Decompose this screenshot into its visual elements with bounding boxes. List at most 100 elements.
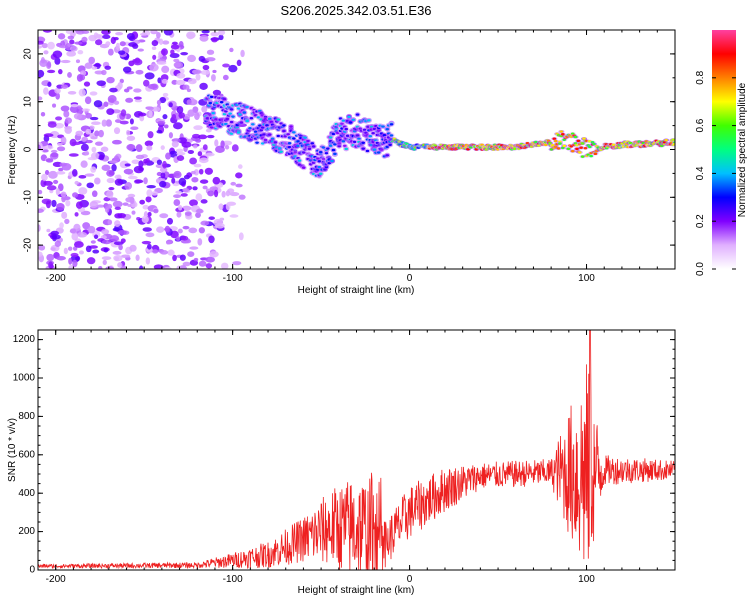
spectrogram-noise-blob	[172, 254, 177, 262]
spectrogram-noise-blob	[63, 110, 70, 118]
spectrogram-ridge-blob	[580, 155, 585, 158]
spectrogram-noise-blob	[171, 113, 177, 120]
spectrogram-noise-blob	[208, 216, 215, 220]
x-tick-label: -200	[46, 273, 66, 284]
spectrogram-noise-blob	[94, 177, 101, 185]
spectrogram-noise-blob	[50, 247, 56, 251]
spectrogram-ridge-blob	[292, 137, 296, 140]
spectrogram-noise-blob	[101, 69, 107, 76]
spectrogram-noise-blob	[159, 96, 167, 104]
spectrogram-noise-blob	[66, 50, 77, 57]
spectrogram-noise-blob	[78, 187, 88, 195]
spectrogram-noise-blob	[75, 59, 81, 64]
spectrogram-noise-blob	[55, 188, 60, 196]
spectrogram-noise-blob	[153, 264, 164, 269]
spectrogram-noise-blob	[38, 69, 45, 78]
spectrogram-ridge-blob	[307, 147, 312, 151]
spectrogram-noise-blob	[142, 204, 149, 210]
spectrogram-noise-blob	[198, 55, 206, 62]
spectrogram-noise-blob	[159, 167, 168, 173]
spectrogram-ridge-blob	[276, 118, 281, 121]
spectrogram-noise-blob	[155, 163, 164, 169]
spectrogram-noise-blob	[175, 190, 182, 194]
spectrogram-noise-blob	[108, 187, 115, 191]
spectrogram-noise-blob	[146, 106, 154, 111]
spectrogram-ridge-blob	[566, 147, 571, 151]
spectrogram-noise-blob	[205, 263, 213, 269]
spectrogram-noise-blob	[235, 183, 243, 188]
spectrogram-noise-blob	[107, 219, 113, 226]
spectrogram-ridge-blob	[211, 111, 215, 115]
spectrogram-ridge-blob	[255, 141, 259, 144]
y-tick-label: 10	[23, 96, 34, 108]
spectrogram-noise-blob	[81, 30, 90, 34]
spectrogram-noise-blob	[126, 86, 133, 90]
spectrogram-noise-blob	[195, 138, 202, 143]
spectrogram-noise-blob	[229, 192, 240, 197]
spectrogram-ridge-blob	[205, 117, 210, 120]
spectrogram-ridge-blob	[318, 172, 323, 175]
spectrogram-ridge-blob	[214, 118, 218, 121]
spectrogram-noise-blob	[143, 79, 150, 87]
spectrogram-ridge-blob	[231, 115, 235, 118]
spectrogram-ridge-blob	[573, 135, 578, 139]
spectrogram-noise-blob	[205, 152, 215, 157]
spectrogram-ridge-blob	[324, 151, 329, 155]
spectrogram-noise-blob	[50, 149, 58, 153]
spectrogram-noise-blob	[111, 163, 117, 172]
spectrogram-noise-blob	[72, 259, 78, 268]
spectrogram-ridge-blob	[303, 136, 307, 139]
spectrogram-noise-blob	[166, 217, 174, 225]
spectrogram-noise-blob	[90, 240, 96, 244]
spectrogram-noise-blob	[84, 62, 93, 69]
x-tick-label: -100	[223, 273, 243, 284]
spectrogram-noise-blob	[218, 34, 224, 41]
spectrogram-noise-blob	[60, 136, 67, 145]
spectrogram-noise-blob	[156, 226, 165, 233]
spectrogram-noise-blob	[141, 240, 152, 245]
spectrogram-noise-blob	[78, 250, 85, 255]
spectrogram-noise-blob	[152, 249, 159, 254]
spectrogram-noise-blob	[158, 38, 164, 45]
spectrogram-noise-blob	[202, 64, 210, 71]
spectrogram-noise-blob	[145, 157, 150, 163]
spectrogram-noise-blob	[193, 257, 199, 262]
spectrogram-noise-blob	[88, 56, 96, 65]
spectrogram-noise-blob	[159, 250, 169, 255]
spectrogram-noise-blob	[179, 254, 186, 261]
spectrogram-noise-blob	[106, 169, 115, 177]
spectrogram-ridge-blob	[348, 121, 353, 124]
spectrogram-noise-blob	[103, 247, 109, 253]
spectrogram-ridge-blob	[389, 123, 394, 126]
spectrogram-ridge-blob	[265, 124, 269, 127]
spectrogram-ridge-blob	[357, 137, 361, 140]
spectrogram-ridge-blob	[389, 134, 394, 137]
spectrogram-noise-blob	[145, 257, 151, 265]
spectrogram-ridge-blob	[344, 147, 349, 151]
spectrogram-noise-blob	[113, 254, 123, 262]
spectrogram-noise-blob	[161, 78, 168, 84]
spectrogram-ridge-blob	[344, 127, 349, 131]
spectrogram-ridge-blob	[267, 133, 272, 136]
spectrogram-noise-blob	[157, 77, 162, 84]
spectrogram-noise-blob	[204, 167, 213, 175]
spectrogram-noise-blob	[175, 79, 186, 86]
spectrogram-noise-blob	[191, 176, 199, 183]
spectrogram-noise-blob	[138, 112, 147, 117]
spectrogram-noise-blob	[175, 236, 181, 242]
spectrogram-noise-blob	[70, 103, 79, 108]
spectrogram-noise-blob	[181, 141, 192, 148]
spectrogram-noise-blob	[186, 172, 193, 178]
spectrogram-noise-blob	[38, 244, 46, 251]
spectrogram-noise-blob	[47, 61, 52, 68]
spectrogram-noise-blob	[201, 30, 210, 34]
spectrogram-noise-blob	[222, 140, 233, 146]
spectrogram-noise-blob	[85, 112, 93, 119]
spectrogram-noise-blob	[156, 129, 163, 134]
spectrogram-noise-blob	[90, 136, 98, 140]
spectrogram-noise-blob	[56, 171, 66, 175]
spectrogram-noise-blob	[59, 222, 64, 229]
spectrogram-noise-blob	[120, 254, 131, 258]
y-tick-label: 800	[18, 411, 35, 422]
